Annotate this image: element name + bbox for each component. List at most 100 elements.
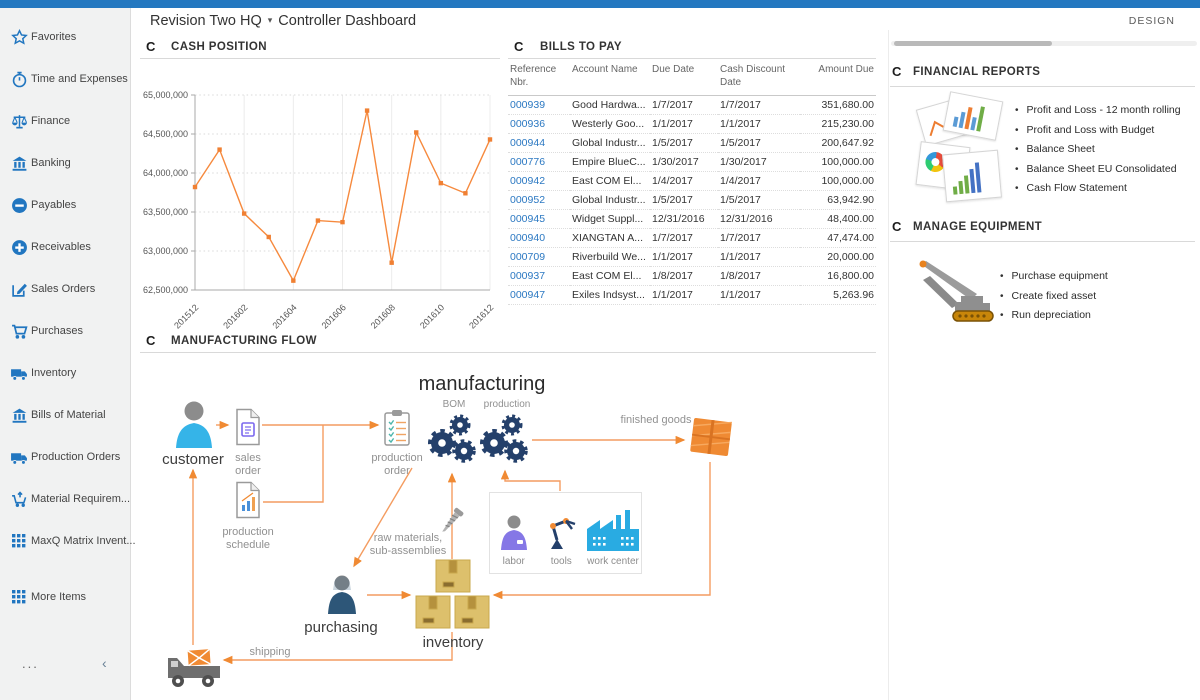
bill-reference-link[interactable]: 000952 — [508, 190, 570, 210]
bill-discount-date: 1/30/2017 — [718, 152, 800, 172]
cart-icon — [10, 322, 28, 340]
svg-text:62,500,000: 62,500,000 — [143, 285, 188, 295]
bill-discount-date: 1/8/2017 — [718, 266, 800, 286]
sidebar-item-label: More Items — [31, 591, 87, 603]
bill-discount-date: 1/4/2017 — [718, 171, 800, 191]
report-link[interactable]: Profit and Loss - 12 month rolling — [1015, 104, 1181, 116]
table-row: 000945 Widget Suppl... 12/31/2016 12/31/… — [508, 209, 876, 229]
bill-reference-link[interactable]: 000947 — [508, 285, 570, 305]
grid-icon — [10, 532, 28, 550]
sidebar-item-label: Inventory — [31, 367, 77, 379]
bills-column-header[interactable]: Account Name — [570, 62, 650, 96]
sidebar-item-sales-orders[interactable]: Sales Orders — [0, 272, 131, 306]
customer-label: customer — [162, 451, 224, 468]
right-column-separator — [888, 30, 889, 700]
work-center-item: work center — [585, 493, 641, 573]
equipment-link[interactable]: Create fixed asset — [1000, 290, 1108, 302]
production-label: production — [483, 399, 531, 410]
sidebar-item-production-orders[interactable]: Production Orders — [0, 440, 131, 474]
svg-text:201606: 201606 — [320, 302, 348, 330]
sidebar-item-label: Payables — [31, 199, 77, 211]
horizontal-scrollbar-thumb[interactable] — [894, 41, 1052, 46]
sidebar-item-label: Time and Expenses — [31, 73, 128, 85]
labor-label: labor — [502, 556, 525, 567]
table-row: 000940 XIANGTAN A... 1/7/2017 1/7/2017 4… — [508, 228, 876, 248]
sidebar-more-icon[interactable]: ... — [22, 656, 39, 671]
sidebar-item-inventory[interactable]: Inventory — [0, 356, 131, 390]
sidebar-item-label: Favorites — [31, 31, 77, 43]
financial-reports-links: Profit and Loss - 12 month rolling Profit… — [1015, 104, 1181, 202]
bank-icon — [10, 406, 28, 424]
bill-amount: 16,800.00 — [800, 266, 876, 286]
sidebar-item-time-and-expenses[interactable]: Time and Expenses — [0, 62, 131, 96]
purchasing-label: purchasing — [304, 619, 378, 636]
sidebar-item-maxq-matrix-invent[interactable]: MaxQ Matrix Invent... — [0, 524, 136, 558]
bill-reference-link[interactable]: 000944 — [508, 133, 570, 153]
cash-position-title: CASH POSITION — [171, 41, 267, 53]
sidebar-item-more-items[interactable]: More Items — [0, 580, 131, 614]
company-name[interactable]: Revision Two HQ — [150, 13, 262, 29]
svg-text:64,500,000: 64,500,000 — [143, 129, 188, 139]
report-link[interactable]: Profit and Loss with Budget — [1015, 124, 1181, 136]
work-center-label: work center — [587, 556, 639, 567]
bill-reference-link[interactable]: 000939 — [508, 95, 570, 115]
bill-reference-link[interactable]: 000776 — [508, 152, 570, 172]
sidebar-item-payables[interactable]: Payables — [0, 188, 131, 222]
sidebar-item-purchases[interactable]: Purchases — [0, 314, 131, 348]
sidebar-item-label: Bills of Material — [31, 409, 106, 421]
crane-image — [915, 258, 1003, 333]
bill-amount: 20,000.00 — [800, 247, 876, 267]
report-link[interactable]: Cash Flow Statement — [1015, 182, 1181, 194]
edit-icon — [10, 280, 28, 298]
bill-reference-link[interactable]: 000937 — [508, 266, 570, 286]
production-order-icon — [383, 409, 411, 452]
tools-icon — [550, 518, 576, 549]
financial-reports-title: FINANCIAL REPORTS — [913, 66, 1041, 78]
bill-reference-link[interactable]: 000945 — [508, 209, 570, 229]
bills-column-header[interactable]: Amount Due — [800, 62, 876, 96]
bill-due-date: 1/4/2017 — [650, 171, 718, 191]
diagram-title: manufacturing — [418, 373, 546, 395]
chevron-down-icon[interactable]: ▾ — [267, 15, 273, 25]
shipping-truck-icon — [164, 644, 224, 695]
refresh-icon[interactable]: C — [146, 333, 156, 348]
sidebar-item-label: Material Requirem... — [31, 493, 131, 505]
bill-discount-date: 12/31/2016 — [718, 209, 800, 229]
equipment-link[interactable]: Purchase equipment — [1000, 270, 1108, 282]
svg-text:63,000,000: 63,000,000 — [143, 246, 188, 256]
bill-account: East COM El... — [570, 171, 650, 191]
bills-column-header[interactable]: Cash Discount Date — [718, 62, 800, 96]
financial-reports-image — [915, 91, 1006, 206]
sidebar-item-material-requirem[interactable]: Material Requirem... — [0, 482, 131, 516]
bill-amount: 47,474.00 — [800, 228, 876, 248]
sidebar-item-favorites[interactable]: Favorites — [0, 20, 131, 54]
tools-item: tools — [538, 493, 586, 573]
bill-reference-link[interactable]: 000936 — [508, 114, 570, 134]
refresh-icon[interactable]: C — [892, 64, 902, 79]
report-link[interactable]: Balance Sheet — [1015, 143, 1181, 155]
sidebar-collapse-icon[interactable]: ‹ — [102, 655, 107, 671]
refresh-icon[interactable]: C — [892, 219, 902, 234]
bill-reference-link[interactable]: 000942 — [508, 171, 570, 191]
bill-due-date: 1/30/2017 — [650, 152, 718, 172]
equipment-link[interactable]: Run depreciation — [1000, 309, 1108, 321]
bills-column-header[interactable]: Reference Nbr. — [508, 62, 570, 96]
divider — [508, 58, 876, 59]
sidebar-item-label: Banking — [31, 157, 71, 169]
sidebar-item-bills-of-material[interactable]: Bills of Material — [0, 398, 131, 432]
report-link[interactable]: Balance Sheet EU Consolidated — [1015, 163, 1181, 175]
sidebar-item-finance[interactable]: Finance — [0, 104, 131, 138]
bill-reference-link[interactable]: 000940 — [508, 228, 570, 248]
refresh-icon[interactable]: C — [514, 39, 524, 54]
sidebar-item-receivables[interactable]: Receivables — [0, 230, 131, 264]
bill-due-date: 1/7/2017 — [650, 228, 718, 248]
bill-amount: 63,942.90 — [800, 190, 876, 210]
bills-column-header[interactable]: Due Date — [650, 62, 718, 96]
sidebar-item-banking[interactable]: Banking — [0, 146, 131, 180]
sidebar-item-label: Production Orders — [31, 451, 121, 463]
production-schedule-label: production schedule — [222, 526, 274, 552]
bill-reference-link[interactable]: 000709 — [508, 247, 570, 267]
refresh-icon[interactable]: C — [146, 39, 156, 54]
design-button[interactable]: DESIGN — [1128, 15, 1175, 27]
scales-icon — [10, 112, 28, 130]
